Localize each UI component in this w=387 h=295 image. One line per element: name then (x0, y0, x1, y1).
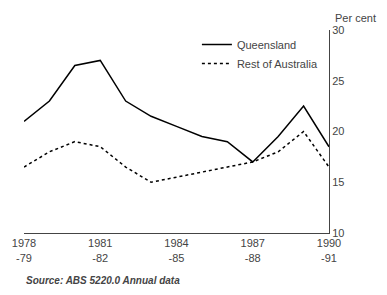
svg-text:1978-79: 1978-79 (12, 237, 36, 263)
svg-text:1981-82: 1981-82 (88, 237, 112, 263)
svg-text:Per cent: Per cent (335, 12, 376, 24)
svg-text:10: 10 (332, 227, 344, 239)
svg-text:1984-85: 1984-85 (164, 237, 188, 263)
svg-text:30: 30 (332, 24, 344, 36)
svg-text:Queensland: Queensland (237, 39, 296, 51)
svg-text:20: 20 (332, 125, 344, 137)
svg-text:Source: ABS 5220.0 Annual data: Source: ABS 5220.0 Annual data (26, 275, 180, 286)
svg-text:15: 15 (332, 176, 344, 188)
svg-text:Rest of Australia: Rest of Australia (237, 58, 318, 70)
svg-text:1990-91: 1990-91 (317, 237, 341, 263)
svg-text:1987-88: 1987-88 (241, 237, 265, 263)
svg-text:25: 25 (332, 75, 344, 87)
